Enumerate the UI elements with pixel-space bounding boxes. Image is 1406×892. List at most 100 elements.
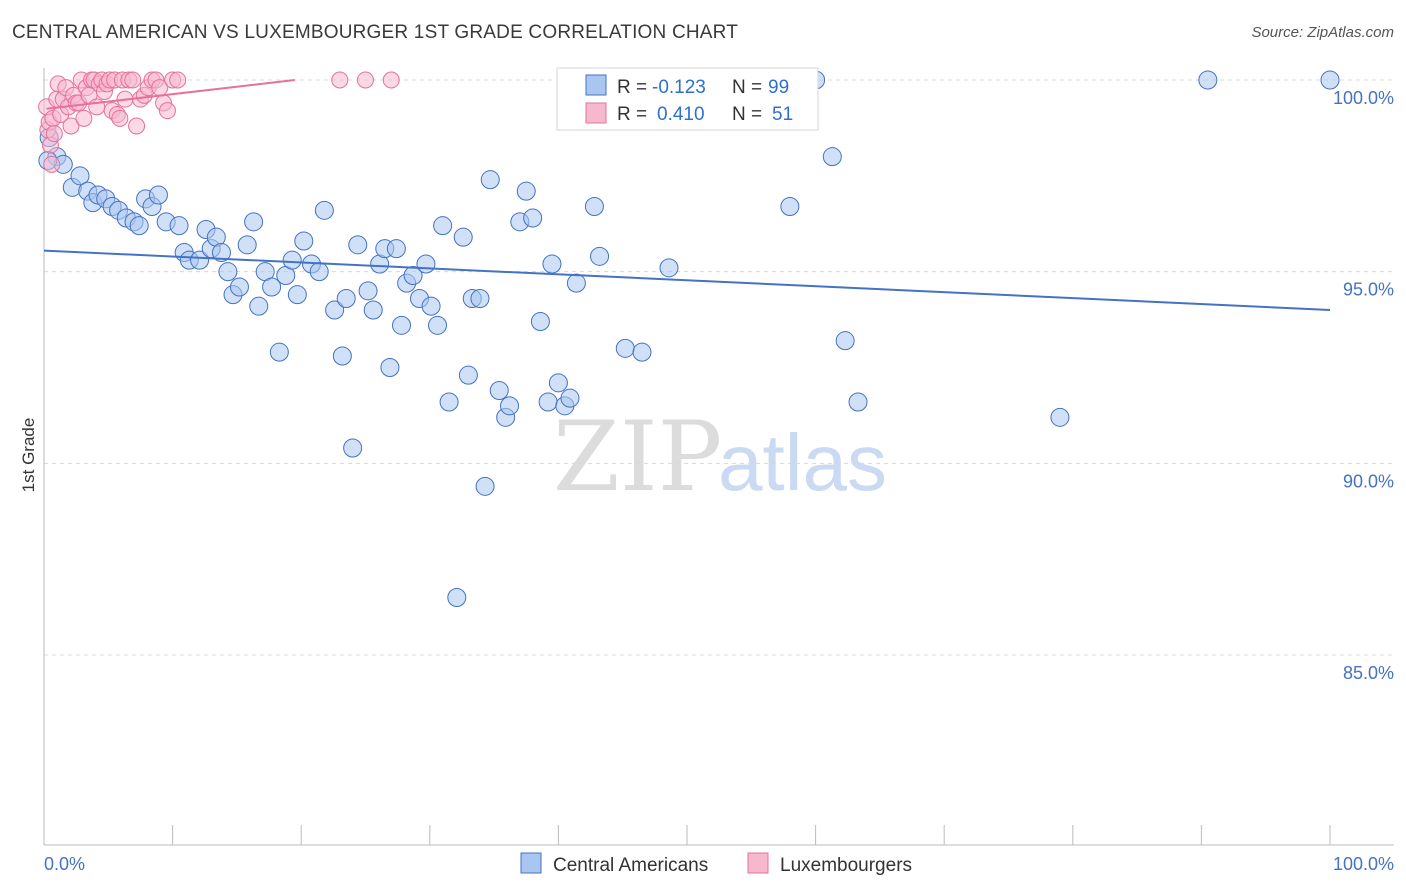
pink-point-37	[128, 117, 146, 135]
blue-point-69	[489, 381, 509, 400]
pink-point-36	[124, 71, 142, 89]
blue-point-25	[211, 243, 231, 262]
legend-r-value-blue: -0.123	[652, 77, 706, 98]
blue-point-28	[229, 277, 249, 297]
y-axis-tick-labels: 85.0% 90.0% 95.0% 100.0%	[1333, 88, 1394, 683]
watermark-zip: ZIP	[553, 401, 722, 513]
blue-point-93	[835, 331, 855, 351]
y-tick-label-95: 95.0%	[1343, 280, 1394, 300]
stats-legend: R = -0.123 N = 99 R = 0.410 N = 51	[556, 67, 819, 131]
blue-point-36	[282, 250, 302, 270]
blue-point-71	[500, 396, 520, 416]
pink-point-32	[111, 109, 129, 127]
blue-point-18	[169, 216, 189, 236]
x-axis-ticks	[43, 825, 1331, 845]
blue-point-4	[70, 166, 90, 186]
blue-point-90	[780, 197, 800, 216]
legend-n-value-pink: 51	[772, 104, 793, 125]
blue-point-73	[516, 181, 536, 201]
pink-point-13	[62, 117, 80, 135]
legend-n-value-blue: 99	[768, 77, 789, 98]
series-legend-swatch-central-americans	[520, 852, 542, 874]
y-axis-label: 1st Grade	[19, 418, 38, 493]
blue-point-41	[314, 200, 334, 220]
central-americans-points	[38, 70, 1340, 607]
blue-point-61	[439, 392, 459, 412]
blue-point-52	[386, 239, 406, 259]
blue-point-76	[538, 392, 558, 412]
gridlines	[44, 79, 1394, 656]
legend-n-label-pink: N =	[732, 104, 762, 125]
blue-point-44	[336, 289, 356, 308]
pink-point-18	[75, 109, 93, 127]
blue-point-60	[433, 216, 453, 236]
pink-point-4	[43, 155, 61, 173]
legend-n-label-blue: N =	[732, 77, 762, 98]
blue-point-58	[421, 296, 441, 316]
series-legend-luxembourgers: Luxembourgers	[780, 855, 912, 876]
chart-title: CENTRAL AMERICAN VS LUXEMBOURGER 1ST GRA…	[12, 22, 739, 43]
blue-point-82	[584, 197, 604, 216]
blue-point-62	[447, 588, 467, 607]
blue-point-97	[1320, 70, 1340, 90]
blue-point-26	[218, 262, 238, 282]
y-tick-label-90: 90.0%	[1343, 471, 1394, 491]
blue-point-74	[523, 208, 543, 228]
pink-point-47	[169, 71, 187, 89]
blue-point-78	[548, 373, 568, 393]
blue-point-66	[470, 289, 490, 308]
blue-point-84	[615, 338, 635, 358]
blue-point-64	[458, 365, 478, 385]
blue-point-87	[659, 258, 679, 278]
legend-r-value-pink: 0.410	[657, 104, 705, 125]
blue-point-31	[249, 296, 269, 316]
blue-point-33	[262, 277, 282, 297]
blue-point-85	[632, 342, 652, 362]
x-tick-label-max: 100.0%	[1333, 854, 1394, 874]
blue-point-37	[287, 285, 307, 305]
luxembourgers-points	[38, 71, 400, 173]
blue-point-75	[530, 312, 550, 331]
blue-point-80	[560, 388, 580, 408]
blue-point-83	[590, 246, 610, 266]
blue-point-92	[822, 147, 842, 167]
series-legend: Central Americans Luxembourgers	[520, 852, 912, 876]
blue-point-13	[129, 216, 149, 236]
blue-point-94	[848, 392, 868, 412]
blue-point-68	[480, 170, 500, 190]
x-tick-label-min: 0.0%	[44, 854, 85, 874]
blue-point-77	[542, 254, 562, 274]
blue-point-16	[148, 185, 168, 205]
legend-r-label-pink: R =	[617, 104, 647, 125]
pink-point-45	[158, 102, 176, 120]
trend-line-luxembourgers	[46, 79, 295, 110]
blue-point-95	[1050, 407, 1070, 427]
y-tick-label-85: 85.0%	[1343, 663, 1394, 683]
blue-point-51	[380, 358, 400, 377]
legend-swatch-pink	[585, 102, 607, 124]
pink-point-23	[88, 98, 106, 116]
blue-point-48	[363, 300, 383, 320]
series-legend-swatch-luxembourgers	[747, 852, 769, 874]
blue-point-57	[416, 254, 436, 274]
blue-point-34	[269, 342, 289, 362]
source-label: Source: ZipAtlas.com	[1251, 24, 1394, 41]
blue-point-47	[358, 281, 378, 301]
blue-point-63	[453, 227, 473, 247]
blue-point-40	[309, 262, 329, 282]
series-legend-central-americans: Central Americans	[553, 855, 708, 876]
blue-point-38	[294, 231, 314, 251]
blue-point-29	[237, 235, 257, 255]
blue-point-43	[332, 346, 352, 366]
trend-line-central-americans	[43, 249, 1331, 311]
pink-point-50	[382, 71, 400, 89]
trend-lines	[43, 79, 1331, 311]
blue-point-81	[566, 273, 586, 293]
blue-point-53	[392, 315, 412, 335]
blue-point-59	[428, 315, 448, 335]
blue-point-21	[190, 250, 210, 270]
blue-point-45	[343, 438, 363, 458]
blue-point-55	[403, 266, 423, 285]
legend-swatch-blue	[585, 74, 607, 96]
